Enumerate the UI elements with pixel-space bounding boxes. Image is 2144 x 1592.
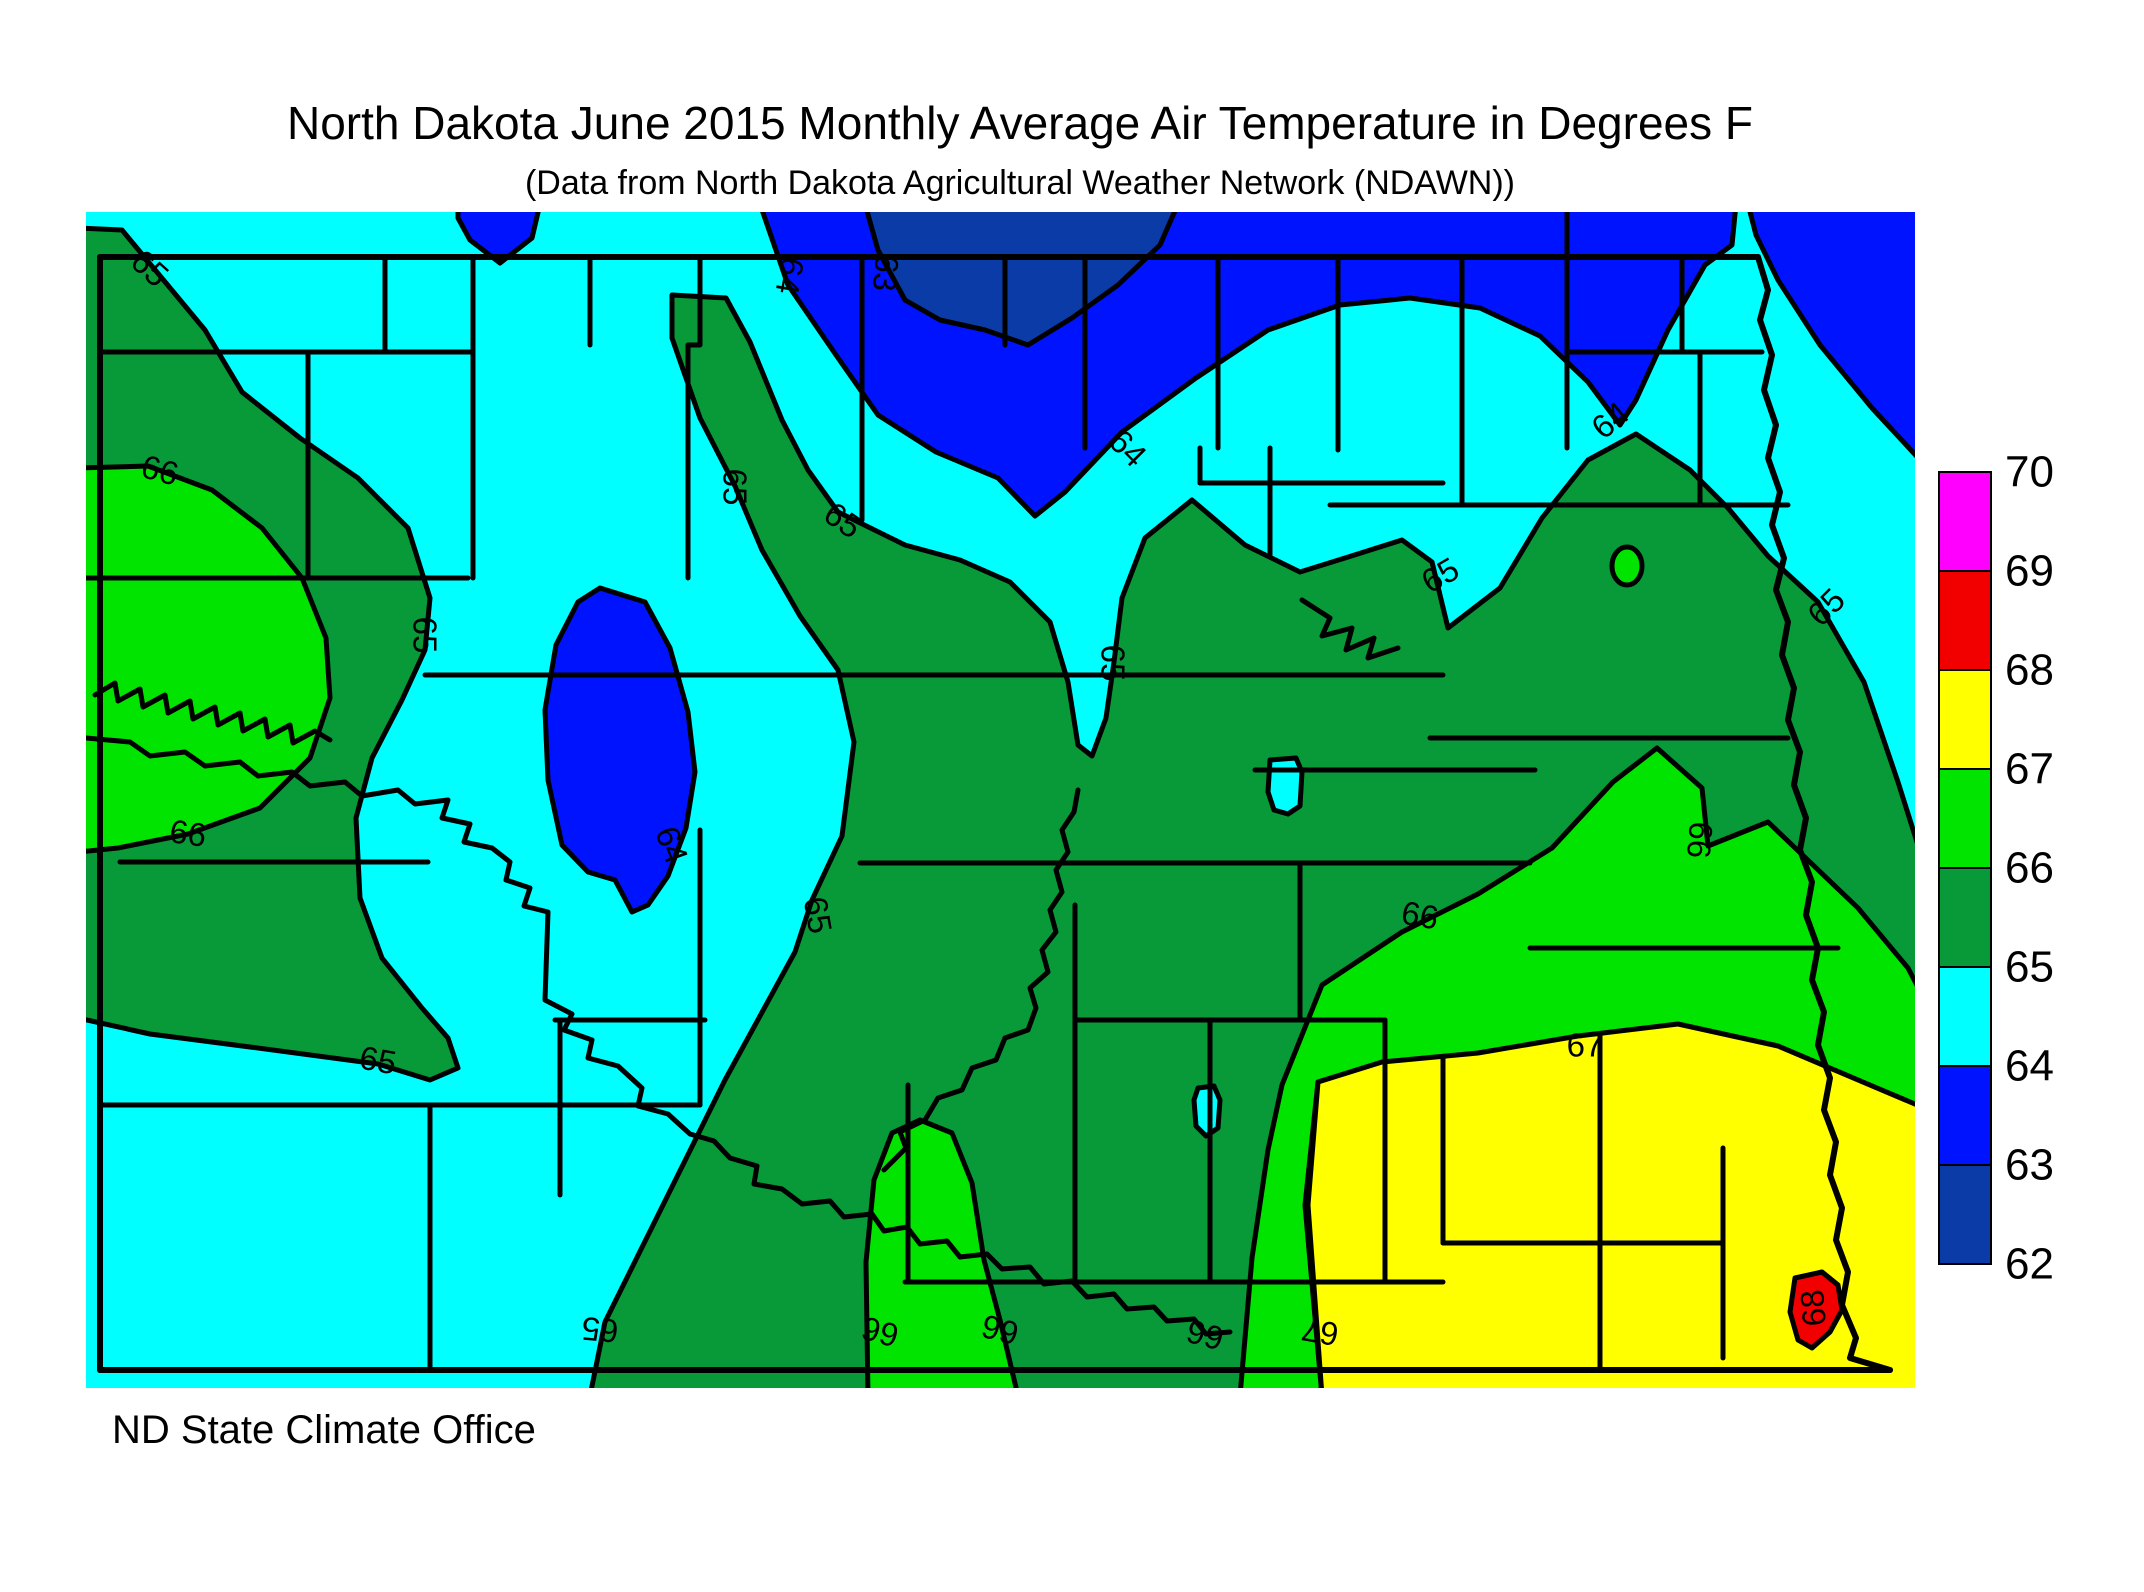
county-line-44 (92, 680, 333, 746)
region-center-blue-kidney-63-64 (542, 585, 698, 915)
region-bottom-bright-green-tongue-66-67 (863, 1117, 1019, 1388)
legend-band-66-67 (1938, 768, 1992, 869)
legend-label-64: 64 (2005, 1042, 2054, 1091)
river-line-1 (881, 787, 1081, 1173)
legend-label-62: 62 (2005, 1240, 2054, 1289)
page-subtitle: (Data from North Dakota Agricultural Wea… (524, 164, 1516, 202)
region-se-yellow-67-68 (1305, 1021, 1915, 1388)
legend-band-63-64 (1938, 1065, 1992, 1166)
contour-label-65-5: 65 (717, 469, 754, 506)
region-ne-corner-blue-63-64 (1747, 212, 1915, 459)
legend-band-65-66 (1938, 867, 1992, 968)
legend-band-64-65 (1938, 966, 1992, 1067)
credit-text: ND State Climate Office (112, 1408, 536, 1452)
river-line-0 (86, 735, 1233, 1337)
legend-label-65: 65 (2005, 943, 2054, 992)
legend: 70 69 68 67 66 65 64 63 62 (1938, 448, 2054, 1289)
contour-label-68-24: 68 (1793, 1288, 1833, 1328)
contour-label-65-3: 65 (357, 1039, 400, 1082)
legend-label-63: 63 (2005, 1141, 2054, 1190)
contour-label-65-12: 65 (1095, 645, 1132, 682)
contour-label-67-23: 67 (1299, 1311, 1342, 1354)
region-tiny-bright-green-dot-66-67 (1609, 544, 1645, 588)
legend-band-68-69 (1938, 570, 1992, 671)
contour-label-66-17: 66 (1680, 820, 1720, 860)
county-line-4 (685, 254, 703, 581)
region-tiny-cyan-blob-mid-64-65 (1265, 755, 1305, 817)
legend-band-69-70 (1938, 471, 1992, 572)
contour-label-63-8: 63 (866, 253, 906, 293)
contour-label-65-4: 65 (407, 617, 444, 654)
county-line-43 (1299, 597, 1401, 661)
state-border-3 (1755, 254, 1893, 1373)
region-tiny-cyan-blob-bottom-64-65 (1191, 1083, 1223, 1139)
contour-label-65-19: 65 (580, 1310, 620, 1350)
legend-band-67-68 (1938, 669, 1992, 770)
contour-label-66-16: 66 (1399, 894, 1442, 937)
region-se-red-spot-68-69 (1787, 1269, 1845, 1351)
contour-label-65-11: 65 (797, 894, 840, 937)
contour-label-67-18: 67 (1567, 1027, 1604, 1064)
legend-label-68: 68 (2005, 646, 2054, 695)
legend-band-62-63 (1938, 1164, 1992, 1265)
region-top-navy-62-63 (864, 212, 1178, 348)
region-top-left-blue-wedge-63-64 (455, 212, 541, 266)
contour-label-66-2: 66 (167, 812, 209, 854)
header: North Dakota June 2015 Monthly Average A… (0, 0, 2040, 203)
legend-label-67: 67 (2005, 745, 2054, 794)
legend-label-66: 66 (2005, 844, 2054, 893)
legend-label-70: 70 (2005, 448, 2054, 497)
legend-label-69: 69 (2005, 547, 2054, 596)
contour-label-64-7: 64 (769, 255, 812, 298)
page-title: North Dakota June 2015 Monthly Average A… (286, 97, 1753, 149)
